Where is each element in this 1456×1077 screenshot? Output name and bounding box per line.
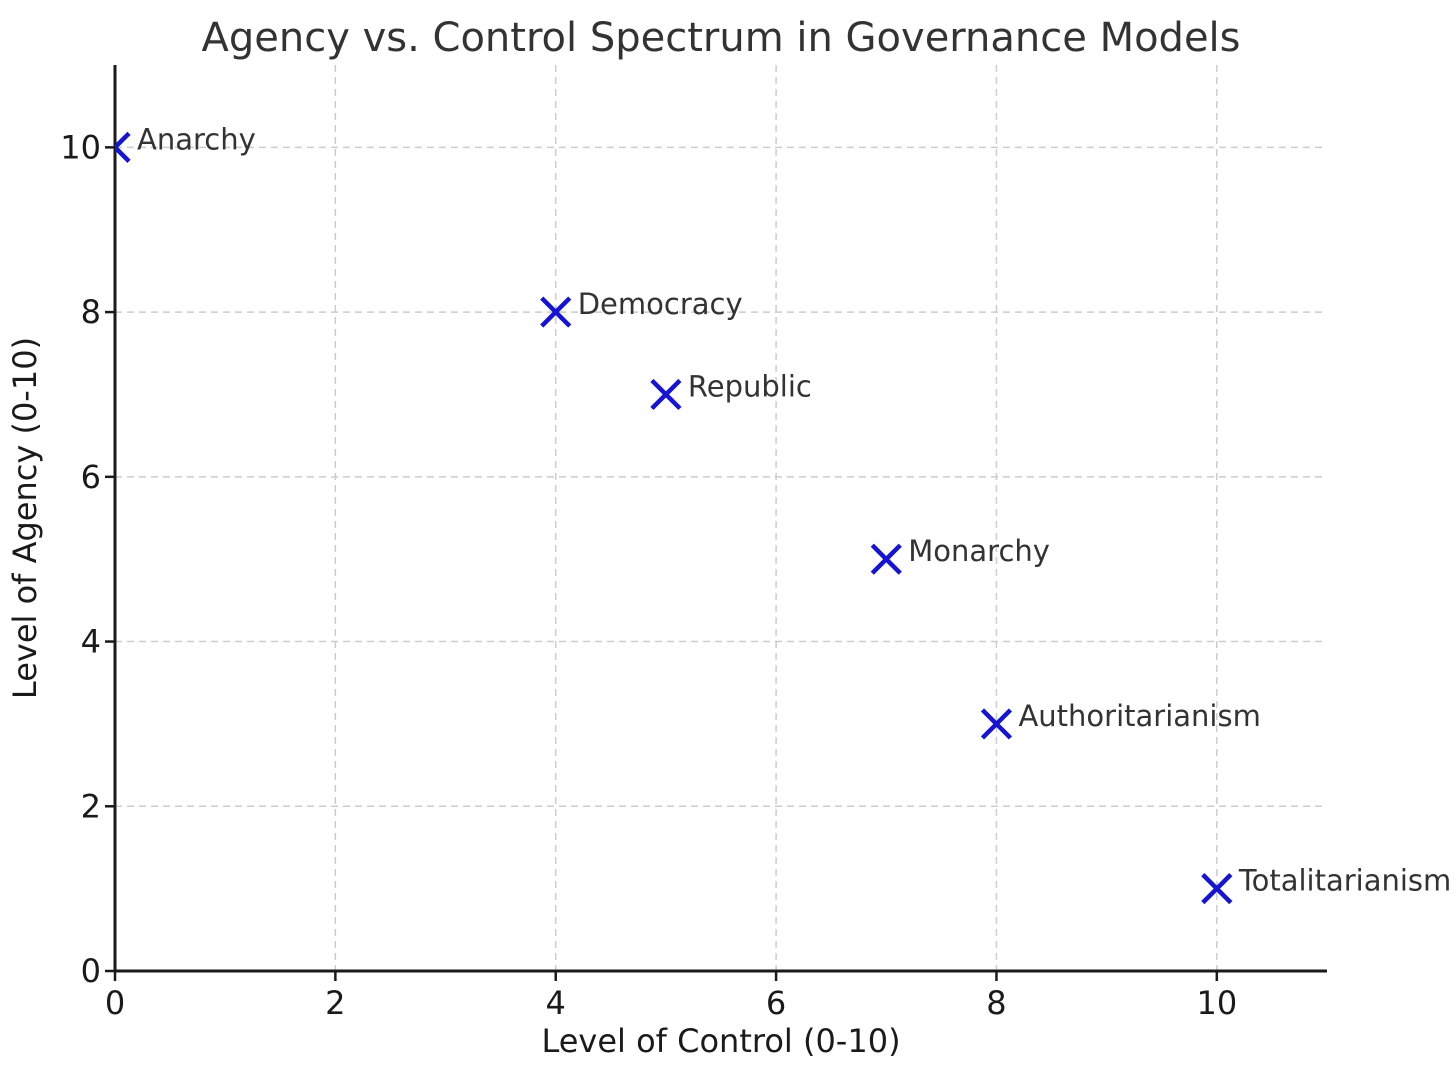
- x-tick-label: 8: [986, 984, 1006, 1022]
- y-tick-label: 4: [81, 623, 101, 661]
- data-point-marker: [980, 708, 1013, 740]
- data-point-marker: [870, 543, 902, 575]
- x-tick-label: 10: [1196, 984, 1237, 1022]
- point-label: Totalitarianism: [1238, 864, 1451, 898]
- gridlines: [115, 65, 1327, 971]
- tick-labels: 0 2 4 6 8 10 0 2 4 6 8 10: [60, 128, 1237, 1022]
- y-axis-label: Level of Agency (0-10): [6, 337, 44, 699]
- marker-stroke: [115, 144, 131, 163]
- marker-stroke: [540, 296, 572, 328]
- y-tick-label: 10: [60, 128, 101, 166]
- point-label: Monarchy: [908, 534, 1050, 568]
- point-label: Democracy: [578, 287, 743, 321]
- y-tick-label: 8: [81, 293, 101, 331]
- x-axis-label: Level of Control (0-10): [541, 1022, 900, 1060]
- data-markers: [115, 131, 1233, 905]
- marker-stroke: [650, 378, 682, 411]
- y-tick-label: 2: [81, 787, 101, 825]
- point-label: Anarchy: [137, 122, 256, 156]
- data-point-marker: [650, 378, 682, 411]
- x-tick-label: 4: [546, 984, 566, 1022]
- marker-stroke: [115, 131, 131, 151]
- y-tick-label: 0: [81, 952, 101, 990]
- x-tick-label: 0: [105, 984, 125, 1022]
- data-point-marker: [1201, 873, 1233, 905]
- axes-spines: [113, 65, 1327, 973]
- data-point-marker: [540, 296, 572, 328]
- y-tick-label: 6: [81, 458, 101, 496]
- marker-stroke: [870, 543, 902, 575]
- data-point-marker: [115, 131, 131, 163]
- marker-stroke: [1201, 873, 1233, 905]
- x-tick-label: 6: [766, 984, 786, 1022]
- x-tick-label: 2: [325, 984, 345, 1022]
- marker-stroke: [980, 708, 1013, 740]
- point-labels: Anarchy Democracy Republic Monarchy Authorit…: [137, 122, 1451, 897]
- point-label: Republic: [688, 369, 812, 403]
- point-label: Authoritarianism: [1018, 699, 1260, 733]
- axis-ticks: [105, 146, 1219, 981]
- chart-title: Agency vs. Control Spectrum in Governanc…: [201, 15, 1240, 61]
